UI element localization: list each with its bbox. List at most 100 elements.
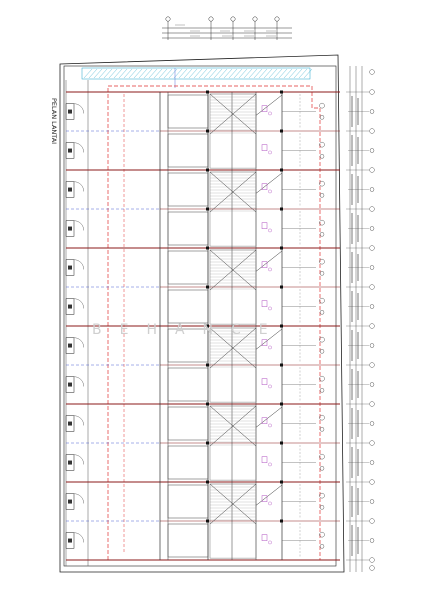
hatch-line (283, 68, 293, 79)
manhole (319, 453, 325, 460)
hatch-line (193, 68, 203, 79)
hatch-line (133, 68, 143, 79)
hatch-line (118, 68, 128, 79)
stair-cross (209, 327, 257, 369)
door-swing (73, 337, 84, 348)
column (280, 285, 283, 289)
hatch-line (153, 68, 163, 79)
door-swing (73, 103, 84, 114)
column (68, 304, 72, 309)
unit (65, 402, 325, 481)
grid-bubble-top (165, 16, 171, 22)
basin-fixture (268, 150, 272, 155)
door-swing (73, 532, 84, 543)
basin-fixture (268, 267, 272, 272)
column (280, 246, 283, 250)
diagonal-wall (255, 94, 283, 116)
hatch-line (268, 68, 278, 79)
basin-fixture (268, 423, 272, 428)
front-entrance (65, 493, 75, 510)
column (68, 499, 72, 504)
front-entrance (65, 376, 75, 393)
grid-bubble-right (369, 284, 375, 290)
column (280, 402, 283, 406)
hatch-line (173, 68, 183, 79)
toilet-fixture (261, 339, 268, 346)
site-boundary (59, 54, 345, 573)
toilet-fixture (261, 183, 268, 190)
hatch-line (138, 68, 148, 79)
room-block (167, 367, 209, 402)
manhole (319, 154, 325, 159)
basin-fixture (268, 306, 272, 311)
grid-bubble-top (208, 16, 214, 22)
hatch-line (273, 68, 283, 79)
column (280, 324, 283, 328)
manhole (319, 375, 325, 382)
grid-bubble-right (369, 421, 375, 426)
door-swing (73, 298, 84, 309)
diagonal-wall (255, 406, 283, 428)
unit (65, 129, 325, 168)
column (68, 148, 72, 153)
hatch-line (128, 68, 138, 79)
front-entrance (65, 259, 75, 276)
grid-bubble-right (369, 245, 375, 251)
unit (65, 168, 325, 247)
hatch-line (168, 68, 178, 79)
hatch-line (248, 68, 258, 79)
right-dimension-strip (346, 66, 375, 572)
grid-bubble-right (369, 440, 375, 446)
hatch-line (103, 68, 113, 79)
column (206, 285, 209, 289)
front-entrance (65, 454, 75, 471)
hatch-line (263, 68, 273, 79)
hatch-line (298, 68, 308, 79)
hatch-line (258, 68, 268, 79)
column (280, 90, 283, 94)
unit (65, 441, 325, 480)
manhole (319, 232, 325, 237)
stair-cross (209, 93, 257, 135)
manhole (319, 141, 325, 148)
room-block (167, 133, 209, 168)
manhole (319, 297, 325, 304)
stair-cross (209, 483, 257, 525)
hatch-line (183, 68, 193, 79)
column (68, 265, 72, 270)
basin-fixture (268, 111, 272, 116)
grid-bubble-right (369, 538, 375, 543)
hatch-line (158, 68, 168, 79)
hatch-pattern-top (83, 68, 313, 79)
front-entrance (65, 337, 75, 354)
hatch-line (178, 68, 188, 79)
column (206, 168, 209, 172)
unit (65, 207, 325, 246)
hatch-line (108, 68, 118, 79)
hatched-strip-top (81, 67, 311, 80)
door-swing (73, 415, 84, 426)
basin-fixture (268, 228, 272, 233)
grid-bubble-right (369, 265, 375, 270)
diagonal-wall (255, 328, 283, 350)
hatch-line (233, 68, 243, 79)
staircase (209, 249, 283, 325)
hatch-line (288, 68, 298, 79)
grid-bubble-right (369, 304, 375, 309)
column (280, 480, 283, 484)
column (206, 246, 209, 250)
hatch-line (83, 68, 93, 79)
grid-bubble-right (369, 128, 375, 134)
grid-bubble-right (369, 206, 375, 212)
grid-bubble-right (369, 89, 375, 95)
hatch-line (238, 68, 248, 79)
column (206, 129, 209, 133)
manhole (319, 505, 325, 510)
grid-bubble-right (369, 167, 375, 173)
hatch-line (208, 68, 218, 79)
room-block (167, 172, 209, 207)
grid-bubble-right (369, 479, 375, 485)
stair-cross (209, 171, 257, 213)
front-entrance (65, 532, 75, 549)
toilet-fixture (261, 495, 268, 502)
